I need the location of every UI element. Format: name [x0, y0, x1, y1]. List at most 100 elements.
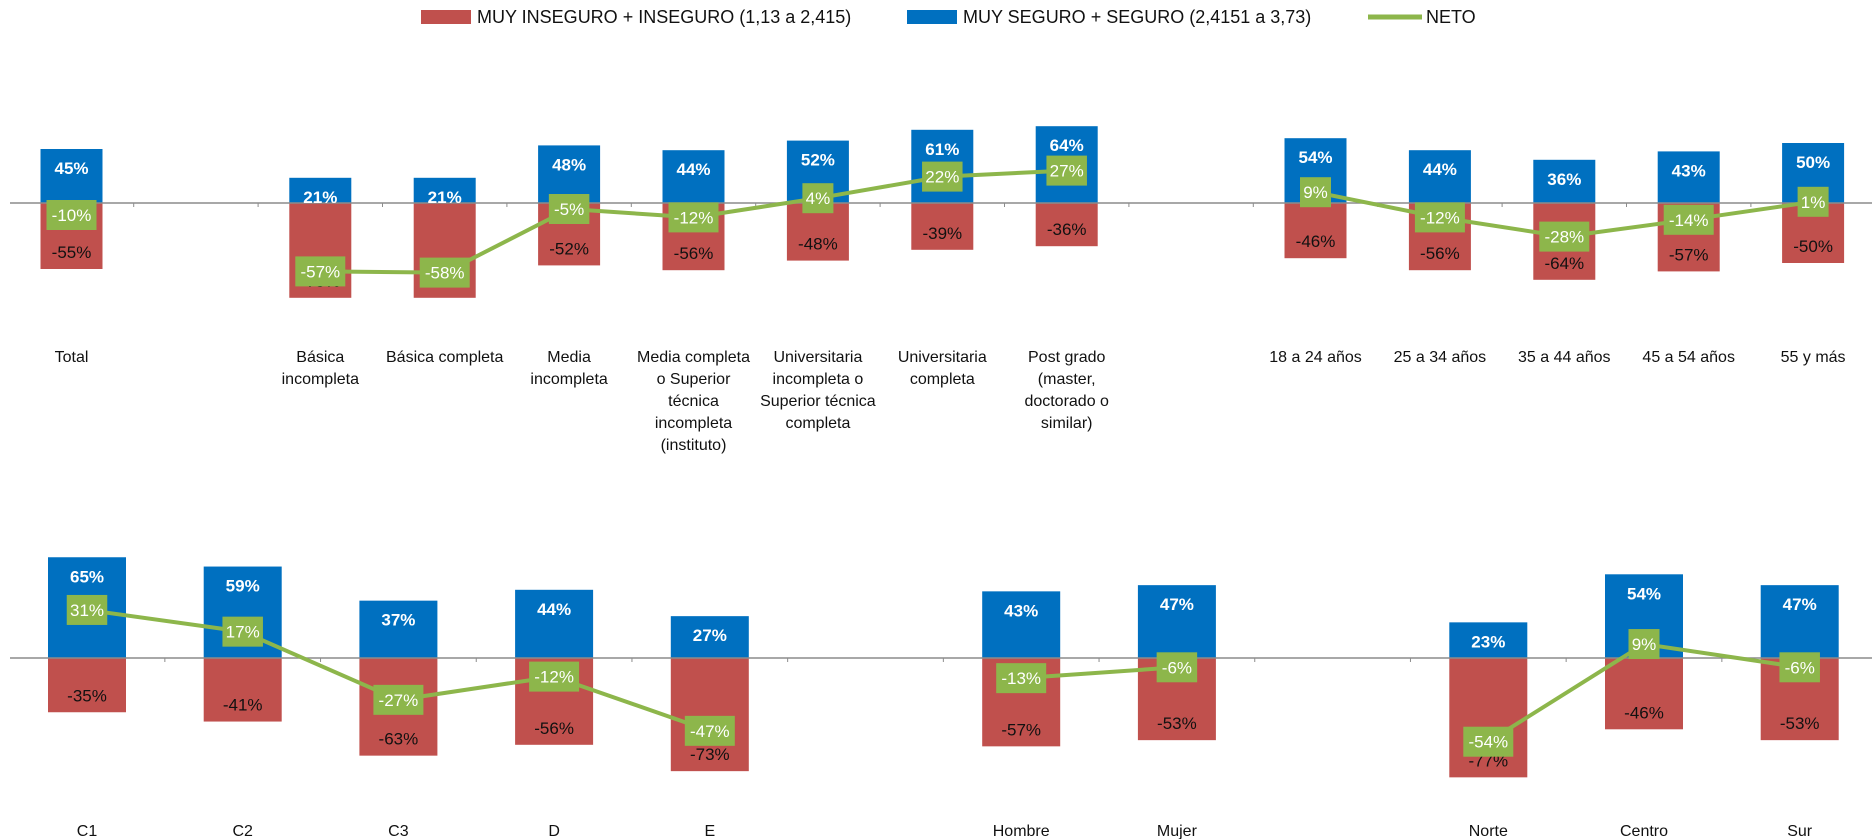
bar-positive [289, 177, 352, 203]
chart-panel-bottom: 65% -35% 31% 59% -41% 17% 37% -63% -27% 44% -56% -1… [10, 557, 1872, 839]
bar-positive [1533, 159, 1596, 203]
data-label-positive: 59% [226, 577, 260, 596]
net-label-box [529, 661, 580, 692]
bar-negative [1605, 658, 1683, 730]
data-label-negative: -41% [223, 696, 263, 715]
category-label: Media [547, 349, 591, 366]
category-label: Universitaria [898, 349, 987, 366]
net-label-box [222, 616, 263, 647]
bar-positive [1137, 585, 1216, 658]
bar-negative [48, 658, 126, 713]
data-label-net: 1% [1801, 193, 1826, 212]
data-label-positive: 43% [1672, 161, 1706, 180]
data-label-net: -58% [425, 264, 465, 283]
data-label-net: -27% [379, 691, 419, 710]
data-label-negative: -46% [1624, 703, 1664, 722]
data-label-negative: -35% [67, 686, 107, 705]
category-label: Superior técnica [760, 393, 876, 410]
net-label-box [373, 684, 424, 715]
data-label-positive: 44% [1423, 160, 1457, 179]
data-label-negative: -57% [1001, 720, 1041, 739]
bar-positive [1657, 151, 1720, 203]
data-label-net: -47% [690, 722, 730, 741]
net-label-box [996, 663, 1047, 694]
data-label-positive: 45% [54, 159, 88, 178]
category-label: Post grado [1028, 349, 1105, 366]
category-label: E [704, 823, 715, 839]
category-label: incompleta o [773, 371, 864, 388]
data-label-positive: 64% [1050, 136, 1084, 155]
legend-label-seguro: MUY SEGURO + SEGURO (2,4151 a 3,73) [963, 7, 1311, 27]
data-label-net: -14% [1669, 211, 1709, 230]
bar-positive [670, 616, 749, 658]
data-label-net: -5% [554, 200, 584, 219]
data-label-positive: 54% [1627, 584, 1661, 603]
bar-negative [911, 203, 974, 250]
bar-positive [662, 150, 725, 203]
data-label-negative: -57% [1669, 245, 1709, 264]
category-label: Sur [1787, 823, 1813, 839]
data-label-net: -6% [1162, 658, 1192, 677]
category-label: Básica completa [386, 349, 503, 366]
data-label-net: -6% [1785, 658, 1815, 677]
category-label: Total [55, 349, 89, 366]
data-label-positive: 47% [1160, 595, 1194, 614]
category-label: 55 y más [1781, 349, 1846, 366]
category-label: o Superior [657, 371, 731, 388]
bar-negative [1284, 203, 1347, 259]
data-label-positive: 65% [70, 567, 104, 586]
legend-label-inseguro: MUY INSEGURO + INSEGURO (1,13 a 2,415) [477, 7, 851, 27]
data-label-positive: 54% [1298, 148, 1332, 167]
net-label-box [1539, 221, 1590, 252]
category-label: Norte [1469, 823, 1508, 839]
data-label-net: -57% [300, 262, 340, 281]
bar-negative [1035, 203, 1098, 247]
category-label: similar) [1041, 415, 1093, 432]
category-label: completa [785, 415, 850, 432]
net-label-box [1156, 652, 1198, 683]
data-label-net: -12% [534, 668, 574, 687]
data-label-net: 4% [806, 189, 831, 208]
data-label-negative: -53% [1157, 714, 1197, 733]
net-label-box [922, 161, 963, 192]
data-label-negative: -73% [690, 745, 730, 764]
data-label-negative: -39% [922, 224, 962, 243]
bar-negative [670, 658, 749, 772]
category-label: incompleta [655, 415, 732, 432]
net-label-box [548, 194, 590, 224]
data-label-positive: 50% [1796, 153, 1830, 172]
data-label-net: -28% [1544, 228, 1584, 247]
category-label: doctorado o [1024, 393, 1109, 410]
chart-panel-top: 45%-55%-10%21%-79%-57%21%-79%-58%48%-52%… [10, 126, 1872, 454]
data-label-positive: 37% [381, 611, 415, 630]
data-label-positive: 21% [303, 188, 337, 207]
data-label-positive: 43% [1004, 601, 1038, 620]
data-label-net: 27% [1050, 162, 1084, 181]
bar-positive [40, 149, 103, 203]
category-label: técnica [668, 393, 719, 410]
data-label-net: 22% [925, 168, 959, 187]
category-label: (master, [1038, 371, 1096, 388]
data-label-positive: 44% [537, 600, 571, 619]
category-label: 18 a 24 años [1269, 349, 1362, 366]
data-label-negative: -36% [1047, 220, 1087, 239]
data-label-net: 31% [70, 601, 104, 620]
data-label-net: -12% [1420, 208, 1460, 227]
category-label: Media completa [637, 349, 750, 366]
data-label-net: -54% [1468, 733, 1508, 752]
category-label: completa [910, 371, 975, 388]
net-label-box [1663, 204, 1714, 235]
category-label: Centro [1620, 823, 1668, 839]
net-label-box [1414, 202, 1465, 233]
bar-positive [1408, 150, 1471, 203]
data-label-positive: 61% [925, 140, 959, 159]
net-label-box [66, 594, 108, 625]
legend-label-neto: NETO [1426, 7, 1476, 27]
net-label-box [802, 183, 834, 214]
data-label-negative: -56% [534, 719, 574, 738]
data-label-negative: -56% [1420, 244, 1460, 263]
data-label-net: -10% [52, 206, 92, 225]
category-label: C2 [232, 823, 253, 839]
data-label-net: 17% [226, 623, 260, 642]
net-label-box [419, 257, 470, 288]
